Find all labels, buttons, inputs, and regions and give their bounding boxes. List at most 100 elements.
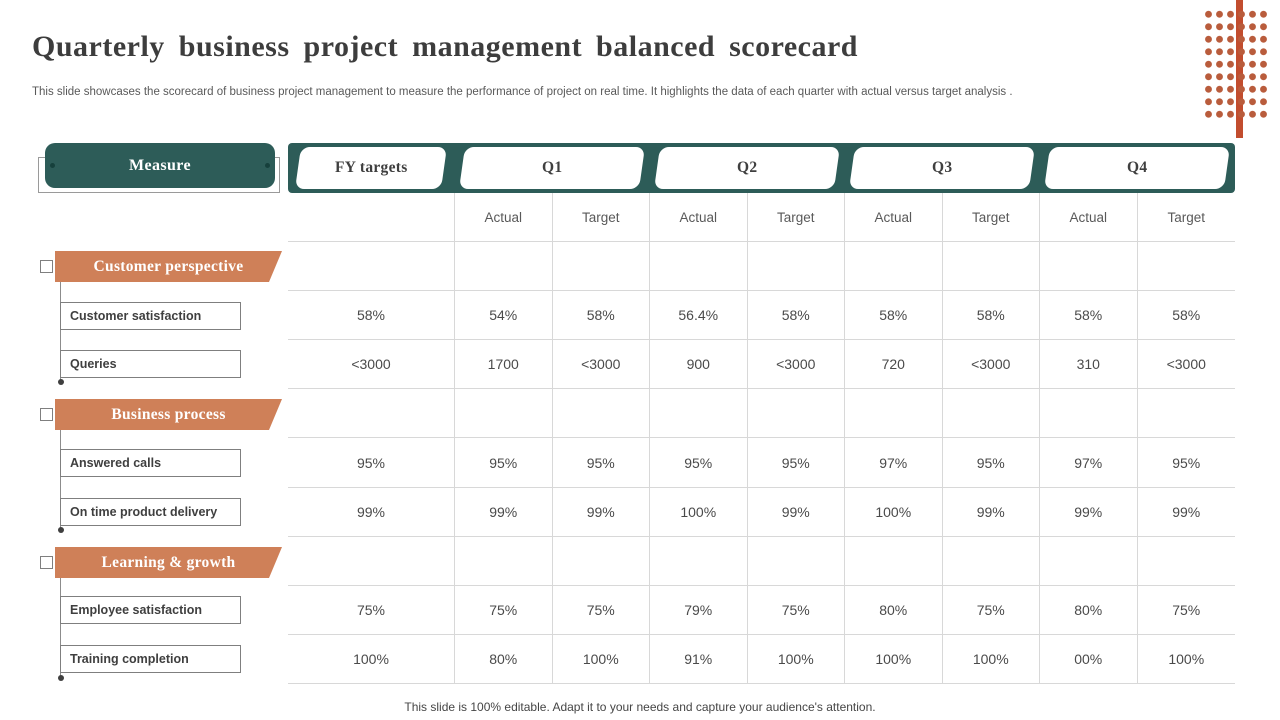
measure-header: Measure <box>45 143 275 188</box>
row-label-queries: Queries <box>60 350 241 378</box>
table-cell: 00% <box>1040 634 1138 684</box>
table-cell: 58% <box>942 291 1040 341</box>
table-cell: 100% <box>552 634 650 684</box>
spacer-cell <box>455 536 553 586</box>
spacer-cell <box>1040 389 1138 439</box>
spacer-cell <box>1040 242 1138 292</box>
table-cell: 99% <box>942 487 1040 537</box>
spacer-cell <box>552 389 650 439</box>
table-cell: 91% <box>650 634 748 684</box>
slide-footer-note: This slide is 100% editable. Adapt it to… <box>404 700 876 714</box>
spacer-cell <box>845 536 943 586</box>
column-header-q3: Q3 <box>849 147 1035 189</box>
spacer-cell <box>650 242 748 292</box>
column-header-q1: Q1 <box>459 147 645 189</box>
table-cell: 99% <box>1137 488 1235 537</box>
q3-label: Q3 <box>931 159 953 176</box>
table-cell: 75% <box>1137 586 1235 635</box>
spacer-cell <box>288 242 455 292</box>
table-cell: 100% <box>650 487 748 537</box>
group1-connector-square <box>40 260 53 273</box>
scorecard-table: FY targets Q1 Q2 Q3 Q4 Actual Target Act… <box>288 143 1235 684</box>
table-cell: 58% <box>552 291 650 341</box>
left-dot-icon <box>50 163 55 168</box>
table-cell: 100% <box>845 634 943 684</box>
table-cell: 95% <box>1137 438 1235 488</box>
spacer-cell <box>288 536 455 586</box>
spacer-cell <box>845 242 943 292</box>
table-cell: 95% <box>942 438 1040 488</box>
group-header-customer-perspective: Customer perspective <box>55 251 282 282</box>
spacer-cell <box>747 536 845 586</box>
table-cell: 75% <box>747 585 845 635</box>
table-cell: 75% <box>942 585 1040 635</box>
table-cell: 58% <box>845 291 943 341</box>
table-cell: 100% <box>942 634 1040 684</box>
table-cell: 95% <box>747 438 845 488</box>
spacer-cell <box>747 389 845 439</box>
slide-subtitle: This slide showcases the scorecard of bu… <box>32 86 1013 98</box>
table-cell: 54% <box>455 291 553 341</box>
spacer-cell <box>650 389 748 439</box>
spacer-cell <box>288 389 455 439</box>
page-title: Quarterly business project management ba… <box>32 30 858 63</box>
table-cell: 58% <box>1040 291 1138 341</box>
group3-connector-square <box>40 556 53 569</box>
table-cell: 100% <box>288 634 455 684</box>
subheader-label: Actual <box>455 193 553 243</box>
table-cell: 900 <box>650 340 748 390</box>
table-cell: 75% <box>288 585 455 635</box>
subheader-label: Actual <box>1040 193 1138 243</box>
table-cell: 75% <box>455 585 553 635</box>
spacer-cell <box>650 536 748 586</box>
measure-label: Measure <box>128 156 192 174</box>
table-cell: 58% <box>1137 291 1235 341</box>
table-cell: 97% <box>845 438 943 488</box>
table-cell: 95% <box>455 438 553 488</box>
q2-label: Q2 <box>736 159 758 176</box>
subheader-label: Target <box>552 193 650 243</box>
table-cell: 58% <box>288 291 455 341</box>
table-cell: 75% <box>552 585 650 635</box>
right-dot-icon <box>265 163 270 168</box>
spacer-cell <box>455 389 553 439</box>
q1-label: Q1 <box>541 159 563 176</box>
table-cell: 56.4% <box>650 291 748 341</box>
measure-sidebar: Measure Customer perspective Customer sa… <box>38 143 284 684</box>
column-header-fy-targets: FY targets <box>295 147 447 189</box>
row-label-employee-satisfaction: Employee satisfaction <box>60 596 241 624</box>
decorative-dot-grid <box>1203 8 1267 121</box>
table-cell: <3000 <box>288 340 455 390</box>
table-cell: 100% <box>845 487 943 537</box>
subheader-label: Target <box>942 193 1040 243</box>
spacer-cell <box>942 242 1040 292</box>
table-cell: 99% <box>455 487 553 537</box>
subheader-label: Target <box>747 193 845 243</box>
table-cell: 310 <box>1040 340 1138 390</box>
table-cell: <3000 <box>747 340 845 390</box>
column-header-q2: Q2 <box>654 147 840 189</box>
table-cell: 79% <box>650 585 748 635</box>
spacer-cell <box>552 242 650 292</box>
table-cell: 95% <box>288 438 455 488</box>
table-cell: 80% <box>845 585 943 635</box>
table-cell: 99% <box>552 487 650 537</box>
spacer-cell <box>455 242 553 292</box>
group-header-learning-growth: Learning & growth <box>55 547 282 578</box>
subheader-label: Target <box>1137 193 1235 243</box>
table-cell: 80% <box>455 634 553 684</box>
table-header-band: FY targets Q1 Q2 Q3 Q4 <box>288 143 1235 193</box>
table-cell: 97% <box>1040 438 1138 488</box>
spacer-cell <box>552 536 650 586</box>
spacer-cell <box>747 242 845 292</box>
table-cell: 1700 <box>455 340 553 390</box>
subheader-label: Actual <box>845 193 943 243</box>
table-cell: 99% <box>288 487 455 537</box>
spacer-cell <box>1040 536 1138 586</box>
table-cell: 80% <box>1040 585 1138 635</box>
table-cell: 95% <box>552 438 650 488</box>
subheader-label: Actual <box>650 193 748 243</box>
spacer-cell <box>942 536 1040 586</box>
spacer-cell <box>1137 537 1235 586</box>
